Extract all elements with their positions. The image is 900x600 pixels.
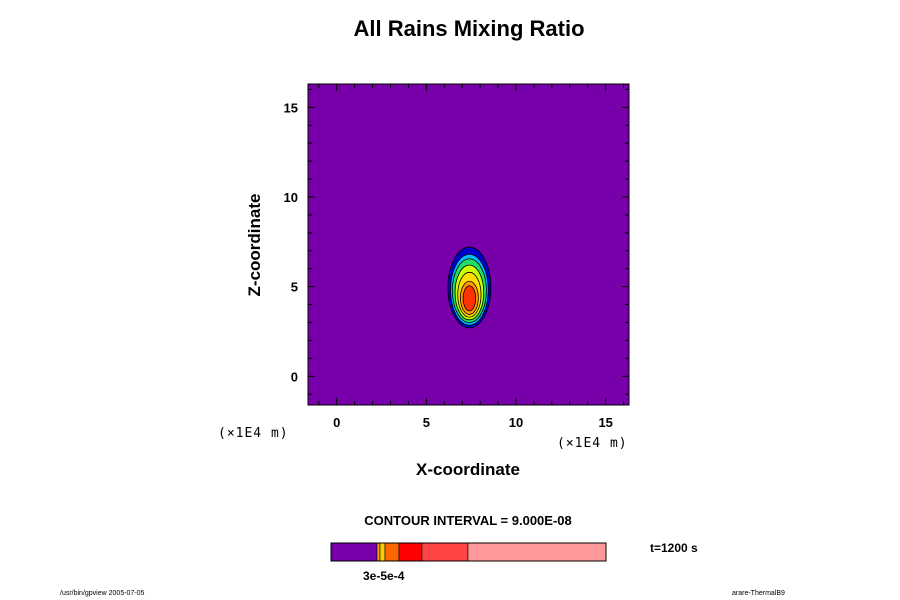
x-tick-label: 10: [509, 415, 523, 430]
y-axis-unit: (×1E4 m): [218, 426, 289, 441]
colorbar-frame: [330, 542, 607, 562]
y-axis-label: Z-coordinate: [245, 193, 264, 297]
colorbar-segment: [467, 542, 607, 562]
colorbar-segment: [376, 542, 381, 562]
colorbar-segment: [379, 542, 386, 562]
colorbar-segment: [330, 542, 378, 562]
colorbar-segment: [384, 542, 400, 562]
time-label: t=1200 s: [650, 541, 698, 555]
y-tick-label: 10: [284, 190, 298, 205]
chart-title: All Rains Mixing Ratio: [353, 16, 585, 41]
contour-level-7: [462, 285, 477, 312]
plot-area: 0 5 10 15 0 5 10 15: [284, 83, 630, 562]
x-tick-label: 5: [423, 415, 430, 430]
footer-right: arare-ThermalB9: [732, 590, 785, 597]
plot-background: [308, 84, 629, 405]
colorbar-tick-label: 3e-5e-4: [363, 569, 405, 583]
colorbar-segment: [421, 542, 469, 562]
contour-interval-label: CONTOUR INTERVAL = 9.000E-08: [364, 513, 572, 528]
x-tick-label: 15: [598, 415, 612, 430]
y-tick-label: 15: [284, 100, 298, 115]
footer-left: /usr/bin/gpview 2005-07-05: [60, 590, 145, 597]
x-axis-label: X-coordinate: [416, 460, 520, 479]
y-tick-label: 0: [291, 369, 298, 384]
x-tick-label: 0: [333, 415, 340, 430]
colorbar-segment: [398, 542, 423, 562]
y-tick-label: 5: [291, 280, 298, 295]
plot-frame: [307, 83, 630, 406]
x-axis-unit: (×1E4 m): [557, 436, 628, 451]
